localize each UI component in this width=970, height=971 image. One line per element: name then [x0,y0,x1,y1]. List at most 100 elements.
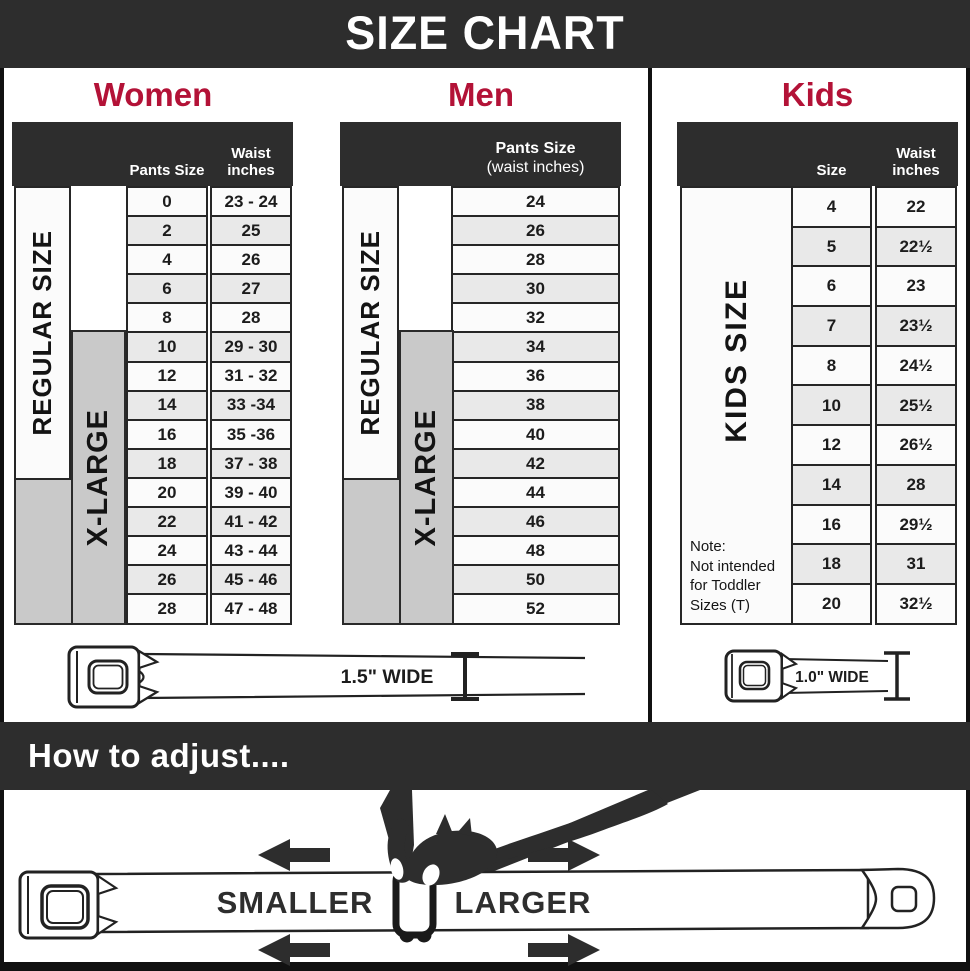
kids-note: Note: Not intended for Toddler Sizes (T) [690,537,787,615]
arrow-right-icon [528,839,600,871]
kids-size-cell: 10 [791,384,872,427]
women-waist-cell: 37 - 38 [210,447,292,480]
right-border [966,68,970,962]
kids-size-column: 4 5 6 7 8 10 12 14 16 18 20 [791,186,872,626]
men-size-column: 24 26 28 30 32 34 36 38 40 42 44 46 48 50 52 [451,186,620,625]
men-regular-label: REGULAR SIZE [355,230,385,436]
adjust-heading: How to adjust.... [28,737,290,774]
men-table-header: Pants Size (waist inches) [340,122,621,186]
arrow-left-icon [258,934,330,966]
women-waist-cell: 31 - 32 [210,360,292,393]
men-size-cell: 38 [451,389,620,422]
women-pants-size-column: 0 2 4 6 8 10 12 14 16 18 20 22 24 26 28 [126,186,208,625]
adjust-heading-bar: How to adjust.... [0,722,970,790]
width-measure-icon [884,651,910,701]
men-size-cell: 34 [451,331,620,364]
kids-section-heading: Kids [781,76,854,113]
larger-label: LARGER [455,885,592,920]
women-pants-size-cell: 18 [126,447,208,480]
men-size-cell: 52 [451,593,620,625]
kids-size-cell: 18 [791,543,872,586]
kids-size-table: Size Waist inches KIDS SIZE Note: Not in… [677,122,958,626]
women-pants-size-cell: 22 [126,506,208,538]
women-pants-size-cell: 28 [126,593,208,625]
women-regular-box: REGULAR SIZE [14,186,71,480]
women-waist-cell: 43 - 44 [210,535,292,567]
bottom-border [0,962,970,971]
kids-waist-cell: 25½ [875,384,957,427]
men-size-cell: 40 [451,418,620,451]
women-xlarge-area [14,478,73,625]
women-waist-cell: 23 - 24 [210,186,292,218]
men-xlarge-area [342,478,401,625]
men-size-cell: 28 [451,244,620,276]
kids-waist-cell: 28 [875,463,957,506]
kids-size-cell: 16 [791,503,872,546]
kids-waist-cell: 29½ [875,503,957,546]
women-waist-cell: 27 [210,273,292,305]
women-pants-size-cell: 6 [126,273,208,305]
women-pants-size-cell: 16 [126,418,208,451]
kids-note-body: Not intended for Toddler Sizes (T) [690,557,776,614]
women-pants-size-cell: 2 [126,215,208,247]
kids-size-cell: 14 [791,463,872,506]
kids-size-cell: 8 [791,344,872,387]
kids-belt-graphic: 1.0" WIDE [724,649,910,703]
kids-size-cell: 5 [791,225,872,268]
left-border [0,68,4,962]
kids-waist-cell: 26½ [875,424,957,467]
adjust-illustration: SMALLER LARGER [18,790,936,966]
men-size-cell: 26 [451,215,620,247]
title-bar: SIZE CHART [0,0,970,68]
men-size-cell: 50 [451,564,620,596]
kids-waist-cell: 22 [875,186,957,229]
kids-side-label: KIDS SIZE [719,278,753,443]
men-col-header: Pants Size (waist inches) [486,140,585,176]
men-size-cell: 48 [451,535,620,567]
kids-waist-cell: 31 [875,543,957,586]
kids-waist-cell: 23 [875,265,957,308]
women-pants-size-cell: 14 [126,389,208,422]
men-size-cell: 24 [451,186,620,218]
adjust-buckle-icon [18,870,119,940]
smaller-label: SMALLER [217,885,374,920]
adult-belt-graphic: 1.5" WIDE [67,645,586,709]
women-pants-size-cell: 24 [126,535,208,567]
women-col1-header: Pants Size [129,161,205,179]
men-regular-box: REGULAR SIZE [342,186,399,480]
women-waist-cell: 29 - 30 [210,331,292,364]
women-size-table: Pants Size Waist inches X-LARGE REGULAR … [12,122,293,625]
women-waist-cell: 35 -36 [210,418,292,451]
women-regular-label: REGULAR SIZE [27,230,57,436]
kids-col2-header: Waist inches [892,144,940,179]
men-xlarge-band: X-LARGE [399,330,454,625]
women-pants-size-cell: 20 [126,476,208,509]
kids-col1-header: Size [816,161,847,179]
adult-belt-width-label: 1.5" WIDE [341,666,434,688]
women-waist-cell: 41 - 42 [210,506,292,538]
women-xlarge-label: X-LARGE [82,408,114,547]
men-xlarge-label: X-LARGE [410,408,442,547]
kids-waist-cell: 22½ [875,225,957,268]
men-size-table: Pants Size (waist inches) X-LARGE REGULA… [340,122,621,625]
men-size-cell: 44 [451,476,620,509]
men-size-cell: 30 [451,273,620,305]
kids-size-cell: 4 [791,186,872,229]
women-xlarge-band: X-LARGE [71,330,126,625]
kids-size-cell: 6 [791,265,872,308]
women-pants-size-cell: 4 [126,244,208,276]
adult-belt-buckle-icon [67,645,160,709]
men-size-cell: 36 [451,360,620,393]
kids-size-cell: 12 [791,424,872,467]
men-size-cell: 32 [451,302,620,334]
women-waist-cell: 25 [210,215,292,247]
kids-section-divider [648,68,652,722]
women-waist-cell: 33 -34 [210,389,292,422]
men-section-heading: Men [448,76,514,113]
women-waist-cell: 28 [210,302,292,334]
kids-waist-column: 22 22½ 23 23½ 24½ 25½ 26½ 28 29½ 31 32½ [875,186,957,626]
hand-illustration [380,790,668,886]
page-title: SIZE CHART [345,6,625,60]
kids-belt-strap [784,659,888,693]
women-section-heading: Women [93,76,213,113]
